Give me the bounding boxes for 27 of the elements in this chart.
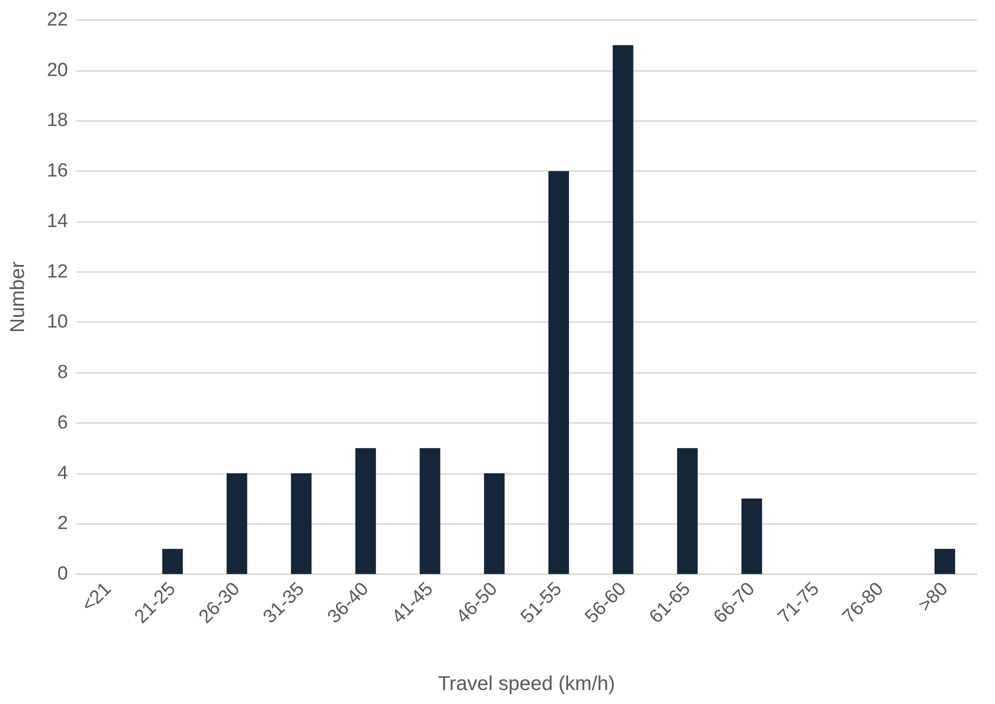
y-tick-label: 10: [46, 312, 68, 333]
bar: [741, 498, 762, 574]
y-tick-label: 12: [46, 261, 68, 282]
y-tick-label: 0: [57, 564, 68, 584]
y-tick-label: 16: [46, 160, 68, 182]
bar: [612, 45, 634, 574]
y-tick-label: 14: [46, 210, 68, 232]
y-tick-label: 6: [57, 412, 68, 434]
x-axis-title: Travel speed (km/h): [438, 673, 616, 695]
y-tick-label: 18: [46, 110, 68, 132]
x-tick-label: >80: [914, 578, 952, 616]
bar: [484, 473, 505, 574]
y-tick-label: 22: [46, 10, 68, 30]
bar: [677, 448, 698, 574]
bar: [420, 448, 440, 574]
bar: [548, 171, 569, 574]
bar: [934, 548, 956, 574]
y-axis-title: Number: [7, 261, 29, 333]
y-tick-label: 8: [57, 362, 68, 384]
y-tick-label: 2: [57, 513, 68, 534]
bar: [162, 548, 183, 574]
x-tick-label: <21: [78, 578, 116, 616]
bar: [355, 448, 376, 574]
bar: [226, 473, 248, 574]
y-tick-label: 20: [46, 60, 68, 81]
y-tick-label: 4: [57, 462, 68, 484]
bar: [290, 473, 312, 574]
